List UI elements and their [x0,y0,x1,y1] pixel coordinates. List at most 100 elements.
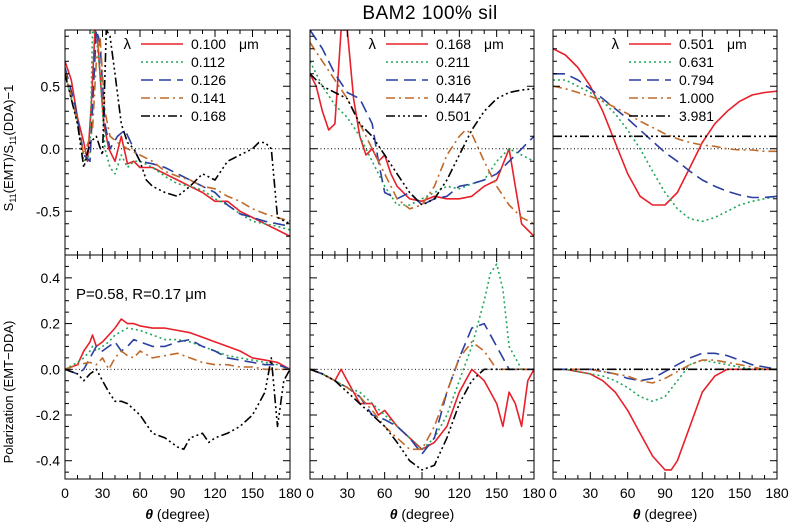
y-tick-label: 0.5 [41,78,61,94]
series-line-4 [553,359,777,384]
x-tick-label: 150 [485,485,509,501]
y-tick-label: -0.2 [36,407,60,423]
x-tick-label: 30 [340,485,356,501]
series-line-1 [65,318,290,371]
x-axis-title: θ (degree) [633,506,698,522]
series-line-2 [310,263,534,451]
panel-top-middle: λ 0.168 μm 0.211 0.316 0.447 0.501 [309,29,535,256]
x-tick-label: 180 [765,485,789,501]
x-tick-label: 90 [414,485,430,501]
x-tick-label: 30 [95,485,111,501]
series-line-2 [310,60,534,206]
y-tick-label: 0.0 [41,141,61,157]
series-line-4 [310,341,534,451]
y-tick-label: 0.0 [41,361,61,377]
legend-label: 0.316 [436,72,471,88]
y-tick-label: -0.5 [36,203,60,219]
series-group [553,47,777,223]
x-tick-label: 90 [170,485,186,501]
panel-frame [309,29,535,256]
series-group [65,30,290,238]
legend: λ 0.168 μm 0.211 0.316 0.447 0.501 [369,36,504,124]
legend-label: 0.100 [191,36,226,52]
y-tick-label: 0.4 [41,270,61,286]
legend-label: 0.631 [679,54,714,70]
panel-bottom-right: 0 30 60 90 120 150 180 θ (degree) [549,254,789,522]
x-axis-title: θ (degree) [390,506,455,522]
legend-unit: μm [239,36,259,52]
x-tick-label: 60 [132,485,148,501]
series-line-1 [553,368,777,471]
x-tick-label: 120 [448,485,472,501]
legend-label: 0.794 [679,72,714,88]
panel-top-left: 0.5 0.0 -0.5 λ 0.100 μm 0.112 0.126 0.141 0.168 [36,29,291,256]
x-tick-label: 0 [549,485,557,501]
legend-label: 0.211 [436,54,470,70]
x-tick-label: 60 [620,485,636,501]
y-tick-label: -0.4 [36,453,60,469]
legend-label: 1.000 [679,90,714,106]
series-line-2 [553,359,777,403]
legend-label: 0.501 [436,108,471,124]
legend-symbol: λ [124,36,132,53]
series-line-5 [65,357,290,451]
series-line-4 [65,350,290,371]
x-tick-label: 150 [728,485,752,501]
series-line-5 [310,368,534,471]
legend-label: 3.981 [679,108,714,124]
legend: λ 0.100 μm 0.112 0.126 0.141 0.168 [124,36,259,124]
x-tick-label: 180 [522,485,546,501]
series-group [310,30,534,237]
series-line-3 [65,338,290,375]
x-tick-label: 120 [691,485,715,501]
x-tick-label: 120 [203,485,227,501]
series-group [310,263,534,471]
y-tick-label: 0.2 [41,316,61,332]
series-line-5 [310,73,534,206]
legend-label: 0.126 [191,72,226,88]
series-line-3 [310,30,534,206]
panel-bottom-left: 0.4 0.2 0.0 -0.2 -0.40 30 60 90 120 150 180 θ (degr… [36,254,302,522]
panel-top-right: λ 0.501 μm 0.631 0.794 1.000 3.981 [552,29,778,256]
series-group [65,318,290,451]
series-line-4 [65,35,290,223]
y-axis-title-bottom: Polarization (EMT−DDA) [1,321,16,464]
x-tick-label: 180 [278,485,302,501]
legend-label: 0.447 [436,90,471,106]
y-axis-title-top: S11(EMT)/S11(DDA)−1 [1,85,18,212]
x-tick-label: 150 [241,485,265,501]
panel-annotation: P=0.58, R=0.17 μm [76,286,206,303]
series-line-2 [553,79,777,223]
legend-unit: μm [727,36,747,52]
svg-text:S11(EMT)/S11(DDA)−1: S11(EMT)/S11(DDA)−1 [1,85,18,212]
series-line-1 [65,30,290,238]
series-group [553,352,777,471]
legend-label: 0.112 [191,54,225,70]
series-line-3 [553,352,777,382]
figure-title: BAM2 100% sil [362,3,497,24]
series-line-3 [553,73,777,199]
legend-symbol: λ [612,36,620,53]
legend-label: 0.168 [436,36,471,52]
series-line-1 [310,30,534,237]
x-tick-label: 0 [306,485,314,501]
x-tick-label: 30 [583,485,599,501]
series-line-5 [65,30,290,225]
panel-frame [309,254,535,480]
legend-label: 0.141 [191,90,226,106]
x-axis-title: θ (degree) [145,506,210,522]
series-line-4 [310,42,534,225]
series-line-4 [553,85,777,153]
series-line-2 [65,30,290,231]
legend-label: 0.168 [191,108,226,124]
x-tick-label: 60 [377,485,393,501]
x-tick-label: 0 [61,485,69,501]
x-tick-label: 90 [657,485,673,501]
legend-unit: μm [484,36,504,52]
series-line-3 [65,30,290,228]
legend-label: 0.501 [679,36,714,52]
series-line-1 [310,368,534,451]
legend-symbol: λ [369,36,377,53]
